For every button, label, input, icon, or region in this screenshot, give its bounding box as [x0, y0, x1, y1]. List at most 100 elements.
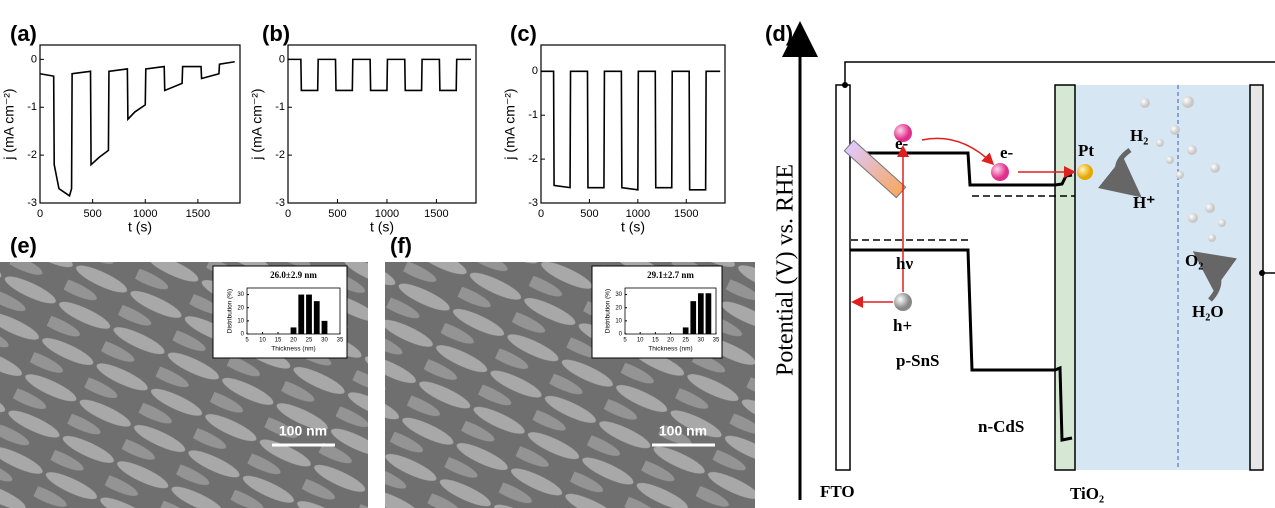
panel-label: (a)	[10, 21, 37, 46]
bar	[306, 295, 312, 334]
y-tick-label: 0	[532, 65, 538, 77]
material-label: n-CdS	[978, 417, 1024, 436]
x-tick-label: 35	[713, 338, 720, 344]
x-tick-label: 30	[321, 338, 328, 344]
x-tick-label: 1500	[424, 208, 448, 220]
pt-particle	[1077, 164, 1093, 180]
data-line	[40, 62, 235, 196]
y-tick-label: -1	[528, 109, 538, 121]
y-tick-label: 20	[615, 305, 622, 311]
y-tick-label: -3	[528, 197, 538, 209]
x-tick-label: 30	[697, 338, 704, 344]
product-label: O₂	[1185, 251, 1203, 270]
plot-frame	[541, 45, 725, 203]
transfer-arrow	[922, 138, 992, 163]
x-axis-label: t (s)	[370, 219, 394, 235]
catalyst-label: Pt	[1078, 141, 1094, 160]
y-tick-label: 0	[279, 53, 285, 65]
panel-label: (c)	[510, 21, 537, 46]
hole-label: h+	[893, 316, 912, 335]
y-tick-label: -2	[275, 149, 285, 161]
band-diagram: (d) Potential (V) vs. RHE	[765, 21, 1275, 503]
x-tick-label: 25	[682, 338, 689, 344]
y-tick-label: -2	[528, 153, 538, 165]
x-tick-label: 0	[285, 208, 291, 220]
photon-label: hν	[896, 254, 913, 273]
inset-title: 29.1±2.7 nm	[647, 270, 694, 280]
data-line	[541, 71, 720, 189]
y-tick-label: -1	[275, 101, 285, 113]
y-tick-label: -3	[27, 197, 37, 209]
y-axis-label: j (mA cm⁻²)	[249, 88, 265, 160]
axis-label: Potential (V) vs. RHE	[773, 164, 799, 376]
y-tick-label: -3	[275, 197, 285, 209]
x-tick-label: 20	[667, 338, 674, 344]
product-label: H⁺	[1133, 193, 1155, 212]
y-axis-label: Distribution (%)	[227, 289, 234, 333]
panel-label: (d)	[765, 21, 793, 46]
scale-bar-label: 100 nm	[279, 423, 327, 439]
x-axis-label: t (s)	[621, 219, 645, 235]
x-tick-label: 25	[306, 338, 313, 344]
bar	[298, 295, 304, 334]
x-tick-label: 500	[83, 208, 101, 220]
bar	[322, 321, 328, 334]
electron	[991, 163, 1009, 181]
x-axis-label: Thickness (nm)	[648, 346, 692, 353]
figure: (e) (f) 100 nm 100 nm (d) Potential (V) …	[0, 0, 1275, 508]
tio2-layer	[1055, 85, 1075, 470]
material-label: FTO	[820, 482, 855, 501]
hole	[894, 293, 912, 311]
x-axis-label: t (s)	[128, 219, 152, 235]
data-line	[288, 59, 471, 90]
y-tick-label: 20	[237, 305, 244, 311]
x-tick-label: 1500	[674, 208, 698, 220]
y-axis-label: j (mA cm⁻²)	[502, 88, 518, 160]
x-axis-label: Thickness (nm)	[271, 346, 315, 353]
y-tick-label: -1	[27, 101, 37, 113]
y-tick-label: 10	[237, 318, 244, 324]
y-tick-label: 0	[31, 53, 37, 65]
bar	[683, 327, 689, 334]
x-tick-label: 20	[290, 338, 297, 344]
bar	[690, 301, 696, 334]
bar	[291, 327, 297, 334]
plot-frame	[40, 45, 240, 203]
y-tick-label: 10	[615, 318, 622, 324]
valence-band	[850, 250, 1072, 440]
x-tick-label: 1500	[186, 208, 210, 220]
y-tick-label: 30	[615, 292, 622, 298]
material-label: p-SnS	[896, 351, 939, 370]
node	[842, 82, 848, 88]
x-tick-label: 15	[652, 338, 659, 344]
x-tick-label: 35	[337, 338, 344, 344]
y-tick-label: 30	[237, 292, 244, 298]
bar	[698, 293, 704, 334]
panel-label: (e)	[10, 233, 37, 258]
material-label: TiO₂	[1070, 484, 1104, 503]
bar	[706, 293, 712, 334]
node	[1259, 270, 1265, 276]
x-tick-label: 500	[580, 208, 598, 220]
x-tick-label: 10	[637, 338, 644, 344]
panel-label: (f)	[390, 233, 412, 258]
y-axis-label: j (mA cm⁻²)	[1, 88, 17, 160]
fto-electrode	[836, 85, 850, 470]
y-axis-label: Distribution (%)	[605, 289, 612, 333]
product-label: H₂	[1130, 126, 1148, 145]
x-tick-label: 15	[275, 338, 282, 344]
x-tick-label: 500	[328, 208, 346, 220]
plot-frame	[288, 45, 476, 203]
counter-electrode	[1250, 85, 1263, 470]
y-tick-label: -2	[27, 149, 37, 161]
electron-label: e-	[1000, 143, 1014, 162]
x-tick-label: 0	[37, 208, 43, 220]
panel-label: (b)	[262, 21, 290, 46]
wire	[845, 62, 1275, 85]
x-tick-label: 0	[538, 208, 544, 220]
bar	[314, 301, 320, 334]
scale-bar-label: 100 nm	[659, 423, 707, 439]
x-tick-label: 10	[259, 338, 266, 344]
inset-title: 26.0±2.9 nm	[270, 270, 317, 280]
electron-label: e-	[895, 134, 909, 153]
